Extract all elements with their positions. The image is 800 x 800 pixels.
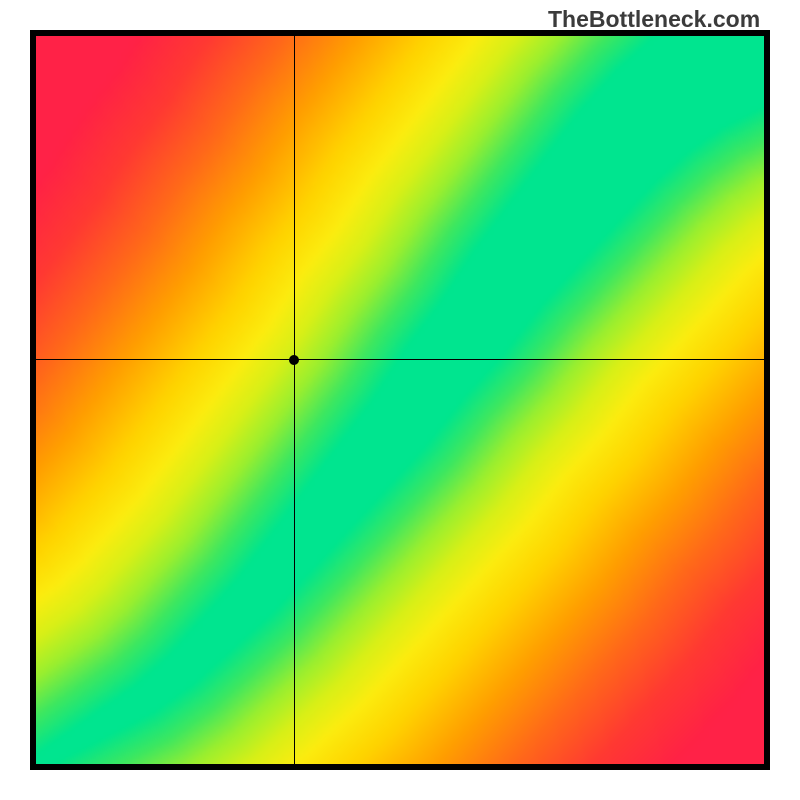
plot-border-left [30,30,36,770]
plot-border-bottom [30,764,770,770]
plot-border-right [764,30,770,770]
crosshair-horizontal [36,359,764,360]
watermark-text: TheBottleneck.com [548,6,760,33]
crosshair-vertical [294,36,295,764]
crosshair-marker [289,355,299,365]
bottleneck-heatmap [36,36,764,764]
